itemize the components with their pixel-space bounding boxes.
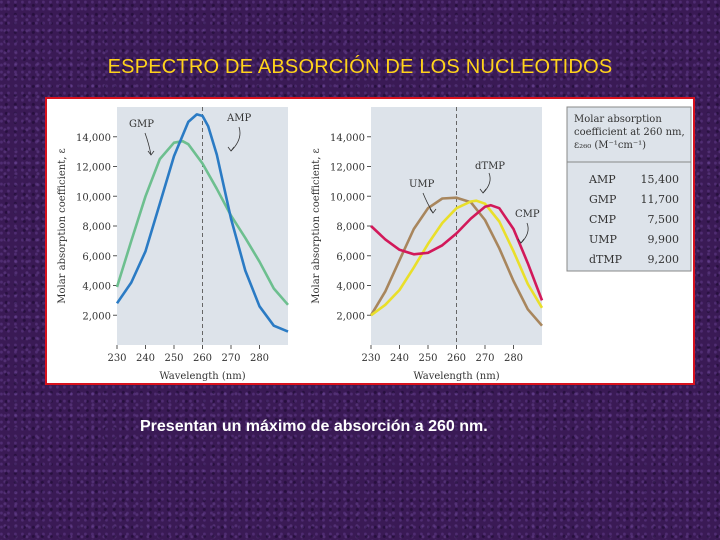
- table-row-name: CMP: [589, 213, 617, 226]
- table-row-name: GMP: [589, 193, 617, 206]
- y-tick-label: 2,000: [82, 311, 111, 322]
- y-tick-label: 14,000: [76, 133, 111, 144]
- arrow-head: [479, 188, 487, 194]
- arrow-head: [429, 208, 437, 214]
- x-axis-label: Wavelength (nm): [413, 371, 499, 382]
- y-tick-label: 12,000: [76, 163, 111, 174]
- arrow-head: [227, 146, 235, 152]
- table-header-line: ε₂₆₀ (M⁻¹cm⁻¹): [574, 140, 646, 151]
- x-tick-label: 260: [193, 353, 212, 364]
- series-ump-line: [369, 196, 543, 327]
- y-tick-label: 2,000: [336, 311, 365, 322]
- caption: Presentan un máximo de absorción a 260 n…: [140, 418, 488, 435]
- table-row-name: AMP: [588, 173, 616, 186]
- x-tick-label: 280: [504, 353, 523, 364]
- coefficient-table: [566, 106, 692, 272]
- x-tick-label: 270: [475, 353, 494, 364]
- series-gmp-pointer: [144, 132, 152, 156]
- x-tick-label: 230: [107, 353, 126, 364]
- x-tick-label: 250: [164, 353, 183, 364]
- x-tick-label: 280: [250, 353, 269, 364]
- y-tick-label: 6,000: [82, 252, 111, 263]
- x-tick-label: 240: [390, 353, 409, 364]
- table-row-value: 9,900: [648, 233, 680, 246]
- y-axis-label: Molar absorption coefficient, ε: [311, 148, 322, 304]
- y-tick-label: 8,000: [82, 222, 111, 233]
- y-tick-label: 4,000: [336, 282, 365, 293]
- y-tick-label: 14,000: [330, 133, 365, 144]
- y-axis-label: Molar absorption coefficient, ε: [57, 148, 68, 304]
- table-row-value: 9,200: [648, 253, 680, 266]
- table-row-value: 7,500: [648, 213, 680, 226]
- series-amp-label: AMP: [226, 113, 251, 124]
- arrow-head: [517, 238, 525, 244]
- absorption-figure: 2,000 4,000 6,000 8,000 10,000 12,000 14,000 23…: [45, 97, 695, 385]
- x-tick-label: 240: [136, 353, 155, 364]
- absorption-spectra-svg: 2,000 4,000 6,000 8,000 10,000 12,000 14,000 23…: [57, 106, 692, 382]
- y-tick-label: 8,000: [336, 222, 365, 233]
- series-gmp-line: [115, 139, 289, 306]
- y-tick-label: 12,000: [330, 163, 365, 174]
- table-row-name: dTMP: [589, 253, 623, 266]
- series-dtmp-label: dTMP: [475, 161, 505, 172]
- y-tick-label: 4,000: [82, 282, 111, 293]
- series-cmp-label: CMP: [515, 209, 540, 220]
- x-axis-label: Wavelength (nm): [159, 371, 245, 382]
- table-header-line: coefficient at 260 nm,: [574, 127, 685, 138]
- arrow-head: [147, 150, 155, 156]
- series-cmp-line: [370, 203, 544, 301]
- series-ump-label: UMP: [409, 179, 435, 190]
- series-amp-line: [115, 113, 289, 333]
- slide-title: ESPECTRO DE ABSORCIÓN DE LOS NUCLEOTIDOS: [107, 56, 613, 78]
- x-tick-label: 270: [221, 353, 240, 364]
- x-tick-label: 260: [447, 353, 466, 364]
- series-dtmp-line: [370, 199, 544, 317]
- table-row-name: UMP: [589, 233, 618, 246]
- series-gmp-label: GMP: [129, 119, 154, 130]
- y-tick-label: 10,000: [330, 192, 365, 203]
- x-tick-label: 250: [418, 353, 437, 364]
- x-tick-label: 230: [361, 353, 380, 364]
- table-header-line: Molar absorption: [574, 114, 662, 125]
- y-tick-label: 10,000: [76, 192, 111, 203]
- y-tick-label: 6,000: [336, 252, 365, 263]
- table-row-value: 11,700: [641, 193, 680, 206]
- table-row-value: 15,400: [641, 173, 680, 186]
